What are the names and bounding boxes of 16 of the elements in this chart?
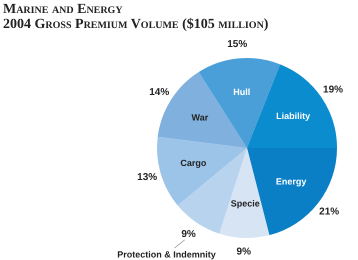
slice-label: Protection & Indemnity bbox=[117, 250, 216, 260]
slice-label: Hull bbox=[233, 86, 250, 97]
slice-label: Energy bbox=[276, 176, 306, 187]
slice-label: Cargo bbox=[180, 158, 207, 168]
data-label: 13% bbox=[137, 172, 158, 183]
chart-subtitle: 2004 Gross Premium Volume ($105 million) bbox=[3, 17, 270, 32]
slice-label: Specie bbox=[230, 198, 260, 208]
data-label: 19% bbox=[323, 84, 344, 96]
slice-label: Liability bbox=[276, 111, 310, 122]
slice-label: War bbox=[192, 112, 209, 123]
data-label: 21% bbox=[319, 206, 340, 218]
data-label: 14% bbox=[149, 87, 170, 98]
chart-title: Marine and Energy bbox=[3, 2, 124, 17]
data-label: 9% bbox=[181, 228, 196, 240]
data-label: 15% bbox=[227, 39, 248, 50]
data-label: 9% bbox=[236, 246, 252, 258]
